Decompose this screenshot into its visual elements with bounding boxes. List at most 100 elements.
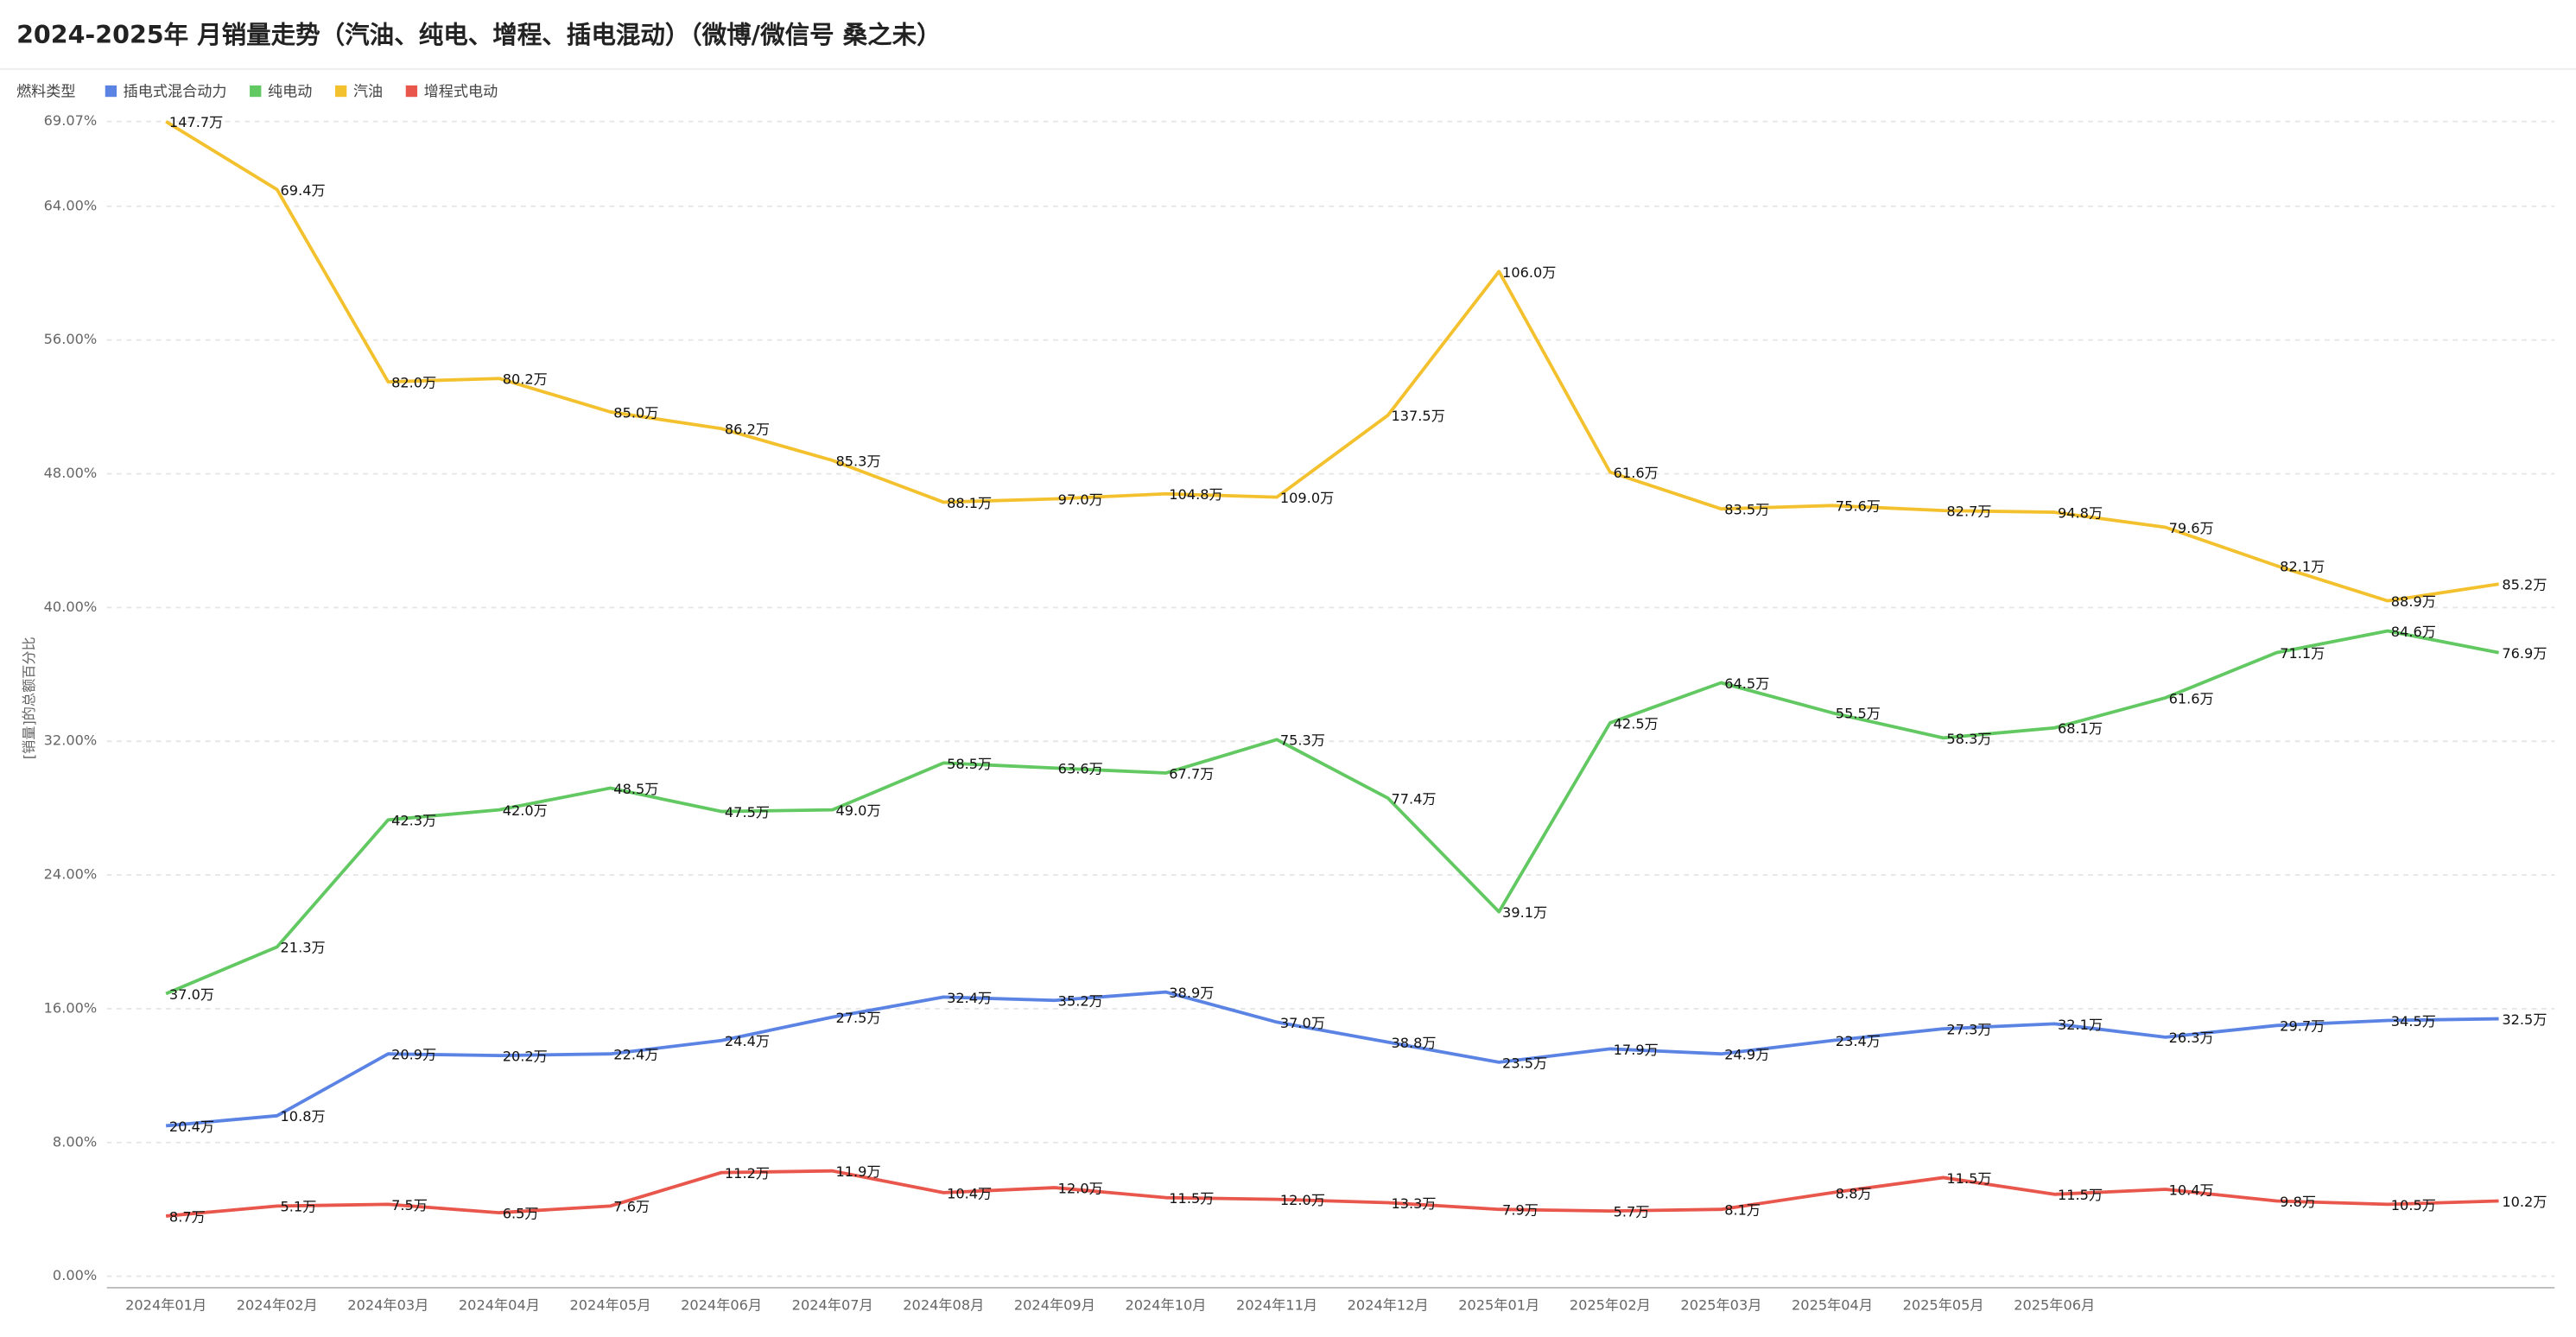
data-label: 5.1万: [281, 1199, 317, 1215]
data-label: 49.0万: [835, 802, 880, 819]
y-tick-label: 0.00%: [53, 1267, 97, 1283]
data-label: 10.2万: [2502, 1194, 2547, 1210]
data-label: 39.1万: [1502, 904, 1547, 921]
x-tick-label: 2024年11月: [1236, 1296, 1317, 1313]
legend-swatch: [334, 85, 347, 98]
x-tick-label: 2025年02月: [1570, 1296, 1651, 1313]
data-label: 13.3万: [1391, 1195, 1436, 1212]
data-label: 38.9万: [1169, 985, 1214, 1001]
data-label: 26.3万: [2169, 1030, 2214, 1046]
data-label: 109.0万: [1280, 490, 1334, 506]
y-tick-label: 24.00%: [44, 866, 98, 883]
data-label: 9.8万: [2280, 1194, 2316, 1210]
x-tick-label: 2024年04月: [459, 1296, 540, 1313]
data-label: 17.9万: [1614, 1042, 1659, 1058]
data-label: 137.5万: [1391, 408, 1444, 424]
data-label: 88.1万: [947, 495, 992, 511]
legend-label: 增程式电动: [424, 83, 498, 100]
data-label: 97.0万: [1058, 491, 1103, 508]
data-label: 10.8万: [281, 1108, 326, 1125]
data-label: 55.5万: [1836, 706, 1881, 722]
y-tick-label: 8.00%: [53, 1133, 97, 1150]
data-label: 77.4万: [1391, 790, 1436, 807]
data-label: 84.6万: [2391, 624, 2436, 640]
data-label: 34.5万: [2391, 1013, 2436, 1030]
data-label: 37.0万: [1280, 1015, 1325, 1031]
series-line: [165, 629, 2499, 996]
data-label: 35.2万: [1058, 993, 1103, 1010]
data-label: 64.5万: [1724, 675, 1769, 692]
data-label: 8.7万: [169, 1208, 206, 1225]
data-label: 75.3万: [1280, 732, 1325, 749]
y-tick-label: 56.00%: [44, 331, 98, 347]
chart-title: 2024-2025年 月销量走势（汽油、纯电、增程、插电混动）（微博/微信号 桑…: [16, 21, 942, 49]
data-label: 21.3万: [281, 940, 326, 956]
data-label: 63.6万: [1058, 761, 1103, 777]
data-label: 104.8万: [1169, 486, 1222, 503]
data-label: 61.6万: [1614, 465, 1659, 481]
data-label: 6.5万: [503, 1205, 539, 1221]
data-label: 147.7万: [169, 114, 223, 130]
data-label: 5.7万: [1614, 1204, 1650, 1220]
y-tick-label: 64.00%: [44, 197, 98, 213]
data-label: 8.1万: [1724, 1202, 1761, 1219]
data-label: 61.6万: [2169, 690, 2214, 707]
data-label: 11.5万: [1169, 1190, 1214, 1207]
data-label: 47.5万: [725, 804, 770, 821]
data-label: 48.5万: [613, 781, 658, 797]
y-tick-label: 16.00%: [44, 999, 98, 1016]
y-tick-label: 69.07%: [44, 112, 98, 129]
data-label: 71.1万: [2280, 645, 2325, 662]
data-label: 83.5万: [1724, 502, 1769, 518]
data-label: 106.0万: [1502, 264, 1556, 281]
x-tick-label: 2024年10月: [1125, 1296, 1206, 1313]
x-tick-label: 2025年01月: [1458, 1296, 1539, 1313]
data-label: 10.5万: [2391, 1197, 2436, 1213]
data-label: 11.2万: [725, 1165, 770, 1182]
data-label: 20.4万: [169, 1118, 214, 1135]
data-label: 11.5万: [2058, 1187, 2103, 1203]
data-label: 80.2万: [503, 371, 548, 388]
data-label: 32.1万: [2058, 1017, 2103, 1033]
data-label: 82.7万: [1946, 504, 1991, 520]
data-label: 20.2万: [503, 1049, 548, 1065]
data-label: 85.3万: [835, 453, 880, 469]
data-label: 88.9万: [2391, 593, 2436, 610]
data-label: 32.5万: [2502, 1011, 2547, 1028]
data-label: 58.3万: [1946, 731, 1991, 747]
series-line: [165, 120, 2499, 603]
data-label: 42.3万: [391, 813, 436, 829]
x-tick-label: 2024年02月: [237, 1296, 318, 1313]
data-label: 82.1万: [2280, 558, 2325, 574]
y-tick-label: 40.00%: [44, 599, 98, 615]
legend-label: 纯电动: [268, 83, 312, 100]
data-label: 69.4万: [281, 182, 326, 199]
data-label: 94.8万: [2058, 504, 2103, 521]
data-label: 7.5万: [391, 1197, 428, 1213]
data-label: 12.0万: [1280, 1192, 1325, 1208]
data-label: 23.5万: [1502, 1055, 1547, 1071]
data-label: 42.0万: [503, 802, 548, 819]
data-label: 37.0万: [169, 986, 214, 1003]
data-label: 7.9万: [1502, 1202, 1539, 1219]
legend-title: 燃料类型: [16, 83, 75, 100]
data-label: 42.5万: [1614, 715, 1659, 732]
data-label: 24.9万: [1724, 1047, 1769, 1063]
x-tick-label: 2024年03月: [347, 1296, 428, 1313]
series-line: [165, 990, 2499, 1128]
x-tick-label: 2025年05月: [1903, 1296, 1984, 1313]
data-label: 12.0万: [1058, 1180, 1103, 1196]
x-tick-label: 2024年05月: [569, 1296, 650, 1313]
data-label: 68.1万: [2058, 720, 2103, 737]
data-label: 23.4万: [1836, 1033, 1881, 1049]
data-label: 85.0万: [613, 404, 658, 421]
x-tick-label: 2025年06月: [2014, 1296, 2095, 1313]
data-label: 27.3万: [1946, 1022, 1991, 1038]
data-label: 10.4万: [2169, 1182, 2214, 1198]
data-label: 10.4万: [947, 1185, 992, 1201]
data-label: 24.4万: [725, 1033, 770, 1049]
data-label: 38.8万: [1391, 1035, 1436, 1051]
x-tick-label: 2024年09月: [1014, 1296, 1095, 1313]
